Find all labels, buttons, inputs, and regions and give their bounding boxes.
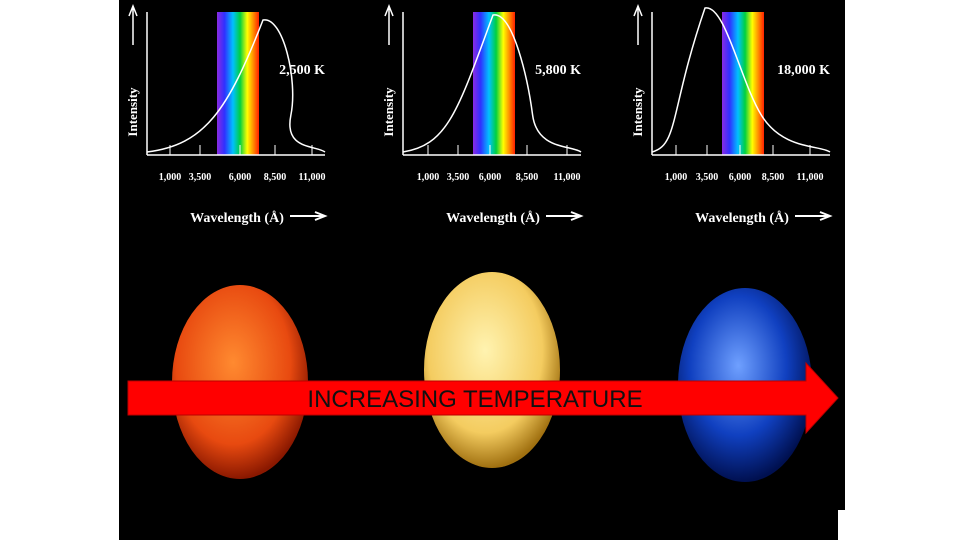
y-axis-label: Intensity [381,87,396,137]
x-tick-label: 11,000 [797,172,824,183]
y-arrow [128,3,138,45]
y-arrow [384,3,394,45]
arrow-label: INCREASING TEMPERATURE [307,386,642,413]
spectrum-band [473,12,515,155]
x-axis-label: Wavelength (Å) [695,210,789,226]
temperature-arrow [127,361,839,435]
y-arrow [633,3,643,45]
x-tick-label: 11,000 [299,172,326,183]
temperature-label: 5,800 K [535,63,581,78]
x-axis-label: Wavelength (Å) [446,210,540,226]
x-tick-label: 1,000 [417,172,440,183]
x-tick-label: 11,000 [554,172,581,183]
x-arrow [546,211,584,221]
x-tick-label: 6,000 [479,172,502,183]
spectra: 1,000 3,500 6,000 8,500 11,000 Intensity 2,500… [125,3,833,226]
spectrum-band [722,12,764,155]
x-tick-label: 6,000 [729,172,752,183]
intensity-curve [146,19,326,153]
y-axis-label: Intensity [125,87,140,137]
x-tick-label: 3,500 [447,172,470,183]
x-tick-label: 3,500 [696,172,719,183]
x-tick-label: 8,500 [516,172,539,183]
x-tick-label: 8,500 [762,172,785,183]
intensity-curve [402,14,582,153]
x-tick-label: 1,000 [665,172,688,183]
notch [838,510,848,540]
y-axis-label: Intensity [630,87,645,137]
temperature-label: 2,500 K [279,63,325,78]
spectrum-band [217,12,259,155]
x-tick-label: 1,000 [159,172,182,183]
intensity-curve [651,7,831,153]
x-tick-label: 3,500 [189,172,212,183]
x-tick-label: 6,000 [229,172,252,183]
x-axis-label: Wavelength (Å) [190,210,284,226]
temperature-label: 18,000 K [777,63,830,78]
x-arrow [795,211,833,221]
yellow-star [424,272,560,468]
x-tick-label: 8,500 [264,172,287,183]
x-arrow [290,211,328,221]
